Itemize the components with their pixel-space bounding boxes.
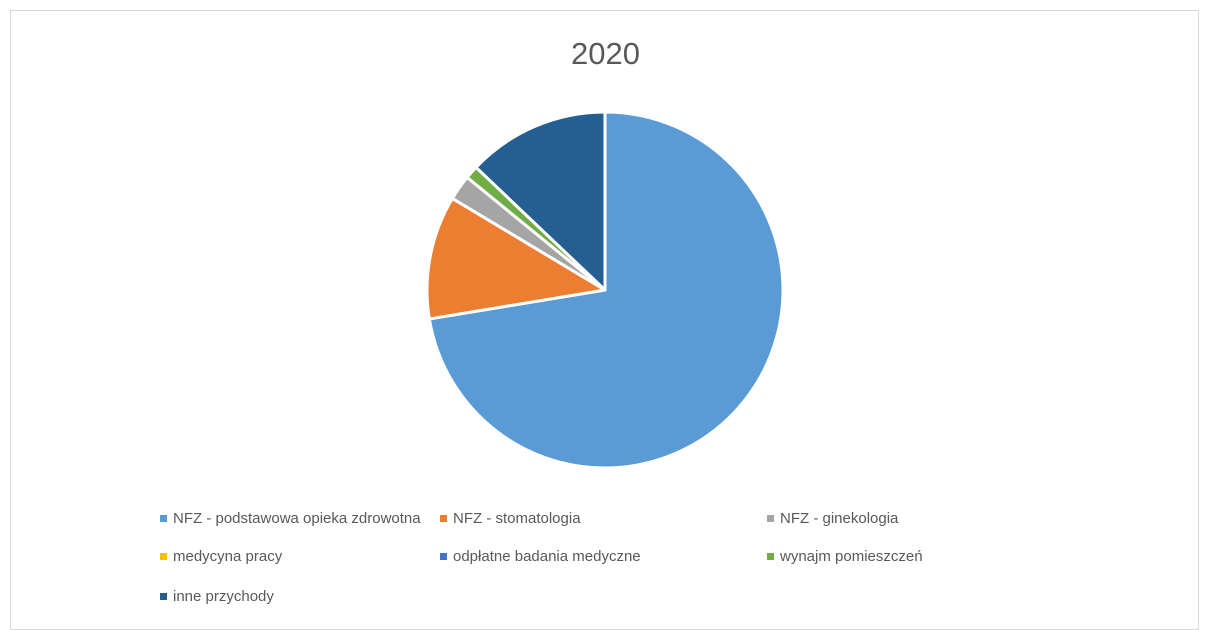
legend-label-5: wynajm pomieszczeń: [780, 548, 923, 565]
pie-slice-6: [474, 110, 607, 292]
legend-swatch-1: [440, 515, 447, 522]
legend-label-6: inne przychody: [173, 588, 274, 605]
legend-label-1: NFZ - stomatologia: [453, 510, 581, 527]
legend-swatch-6: [160, 593, 167, 600]
legend-item-2: NFZ - ginekologia: [767, 510, 898, 527]
pie-slice-1: [425, 196, 607, 321]
legend-label-2: NFZ - ginekologia: [780, 510, 899, 527]
legend-item-0: NFZ - podstawowa opieka zdrowotna: [160, 510, 421, 527]
legend-swatch-4: [440, 553, 447, 560]
legend-item-4: odpłatne badania medyczne: [440, 548, 641, 565]
legend-swatch-3: [160, 553, 167, 560]
legend-swatch-2: [767, 515, 774, 522]
legend-swatch-5: [767, 553, 774, 560]
legend-label-4: odpłatne badania medyczne: [453, 548, 641, 565]
legend-label-3: medycyna pracy: [173, 548, 283, 565]
legend-item-5: wynajm pomieszczeń: [767, 548, 923, 565]
legend-label-0: NFZ - podstawowa opieka zdrowotna: [173, 510, 421, 527]
legend-item-1: NFZ - stomatologia: [440, 510, 581, 527]
legend-item-3: medycyna pracy: [160, 548, 282, 565]
legend-item-6: inne przychody: [160, 588, 274, 605]
chart-title: 2020: [571, 36, 640, 71]
legend-swatch-0: [160, 515, 167, 522]
